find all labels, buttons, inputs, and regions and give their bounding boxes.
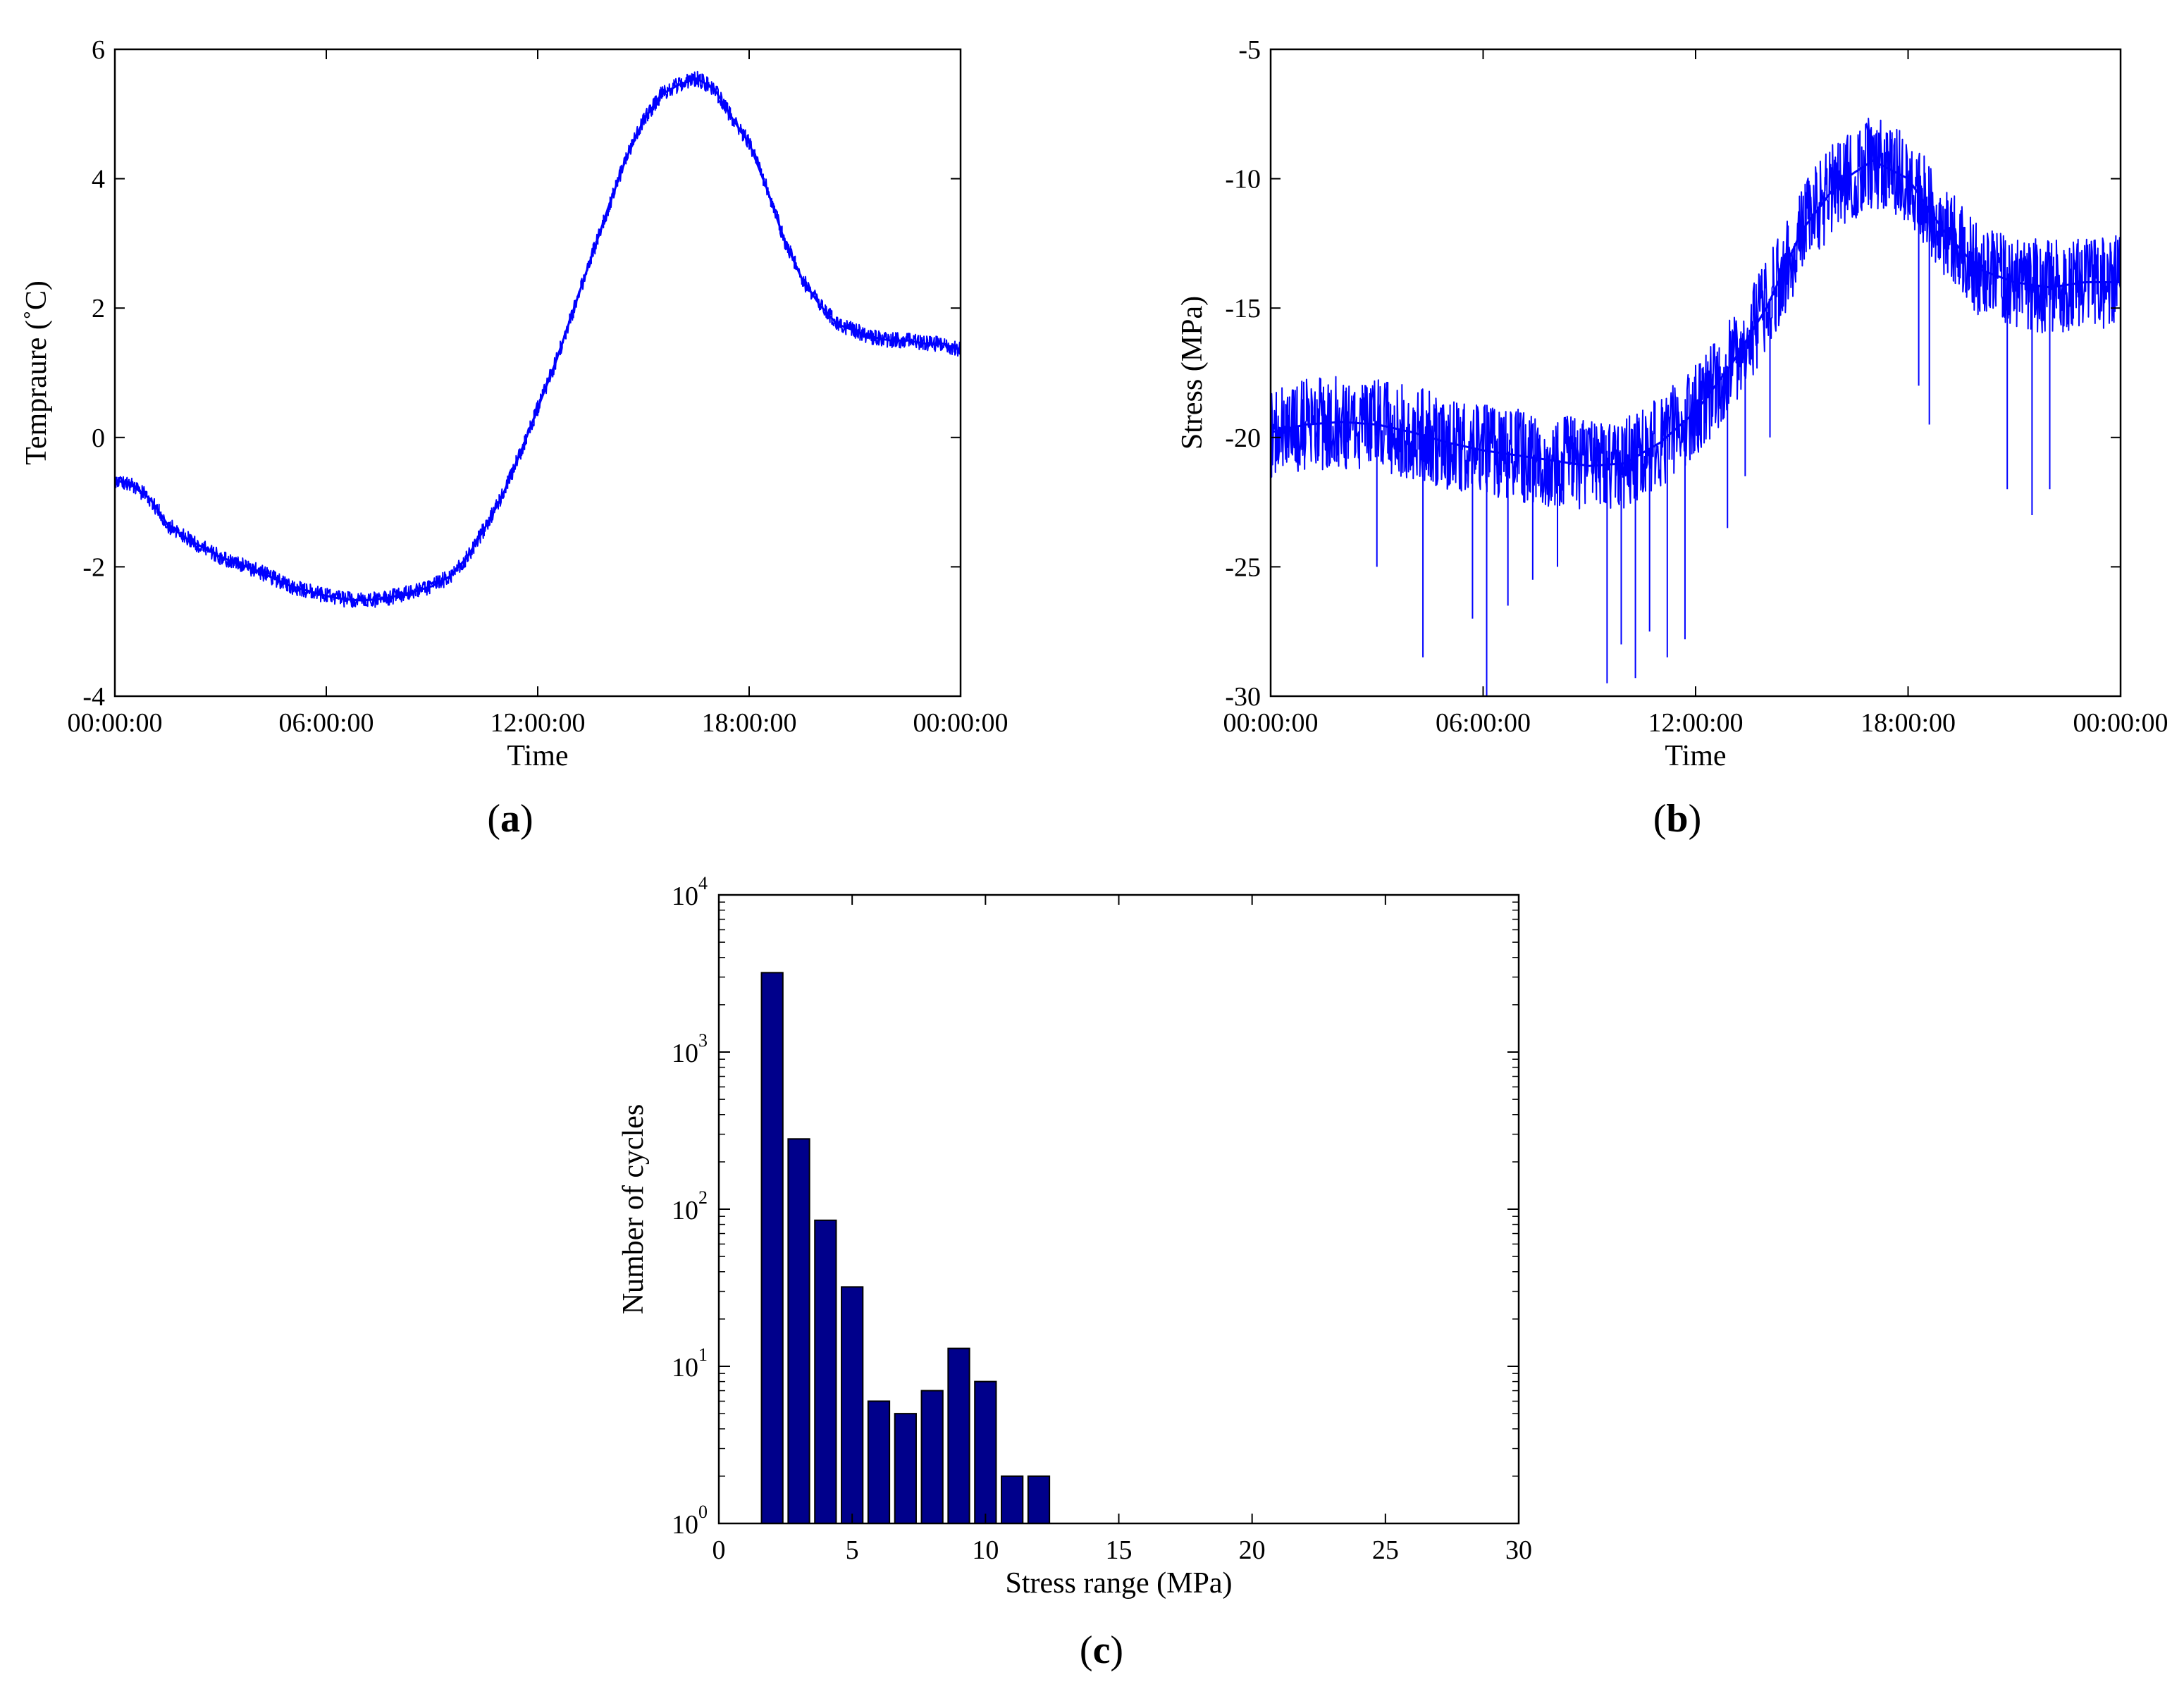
- y-tick-label: -5: [1238, 35, 1261, 65]
- panel-caption-b: (b): [1653, 797, 1701, 841]
- x-tick-label: 15: [1106, 1535, 1133, 1565]
- y-tick-label: -4: [82, 682, 105, 712]
- y-axis-label: Stress (MPa): [1176, 296, 1209, 450]
- bar-5: [841, 1286, 864, 1524]
- panel-letter: c: [1093, 1628, 1111, 1672]
- y-tick-label: 101: [672, 1344, 708, 1383]
- bar-11: [1001, 1475, 1024, 1525]
- panel-letter: a: [500, 797, 520, 841]
- bar-8: [920, 1390, 944, 1524]
- trend-line-b: [1270, 159, 2121, 467]
- x-tick-label: 0: [712, 1535, 726, 1565]
- x-axis-label: Time: [507, 740, 568, 772]
- x-tick-label: 30: [1505, 1535, 1532, 1565]
- x-axis-label: Stress range (MPa): [1006, 1567, 1233, 1600]
- y-tick-base: 10: [672, 882, 698, 911]
- y-tick-label: -10: [1225, 165, 1261, 194]
- y-tick-label: -20: [1225, 423, 1261, 453]
- x-tick-label: 12:00:00: [1648, 708, 1743, 738]
- bar-10: [974, 1380, 997, 1525]
- data-series-a: [114, 70, 961, 608]
- y-tick-exponent: 4: [698, 873, 708, 893]
- bar-12: [1027, 1475, 1051, 1525]
- chart-b: 00:00:00 06:00:00 12:00:00 18:00:00 00:00:00…: [1176, 35, 2168, 841]
- bar-9: [947, 1347, 970, 1524]
- bar-2: [760, 972, 784, 1524]
- y-tick-base: 10: [672, 1039, 698, 1068]
- x-tick-label: 06:00:00: [278, 708, 374, 738]
- x-axis-label: Time: [1665, 740, 1726, 772]
- trend-line-a: [114, 77, 961, 602]
- x-tick-label: 06:00:00: [1436, 708, 1531, 738]
- y-tick-label: 0: [92, 423, 105, 453]
- y-tick-label: -2: [82, 552, 105, 582]
- x-tick-label: 00:00:00: [2073, 708, 2168, 738]
- panel-letter: b: [1666, 797, 1688, 841]
- y-tick-label: 100: [672, 1502, 708, 1540]
- y-tick-label: 104: [672, 873, 708, 911]
- bar-4: [814, 1219, 837, 1525]
- axes-box-c: [717, 893, 1520, 1525]
- y-tick-label: -25: [1225, 552, 1261, 582]
- x-tick-label: 18:00:00: [701, 708, 796, 738]
- y-tick-base: 10: [672, 1353, 698, 1383]
- y-tick-label: 4: [92, 165, 105, 194]
- x-tick-label: 00:00:00: [913, 708, 1008, 738]
- y-tick-label: 103: [672, 1030, 708, 1068]
- y-tick-label: -15: [1225, 294, 1261, 323]
- y-tick-base: 10: [672, 1196, 698, 1225]
- data-series-b: [1270, 118, 2121, 509]
- panel-caption-a: (a): [487, 797, 533, 841]
- y-tick-base: 10: [672, 1510, 698, 1540]
- axes-box-a: [113, 48, 962, 698]
- y-tick-label: 102: [672, 1187, 708, 1225]
- x-tick-label: 25: [1372, 1535, 1399, 1565]
- x-tick-label: 18:00:00: [1861, 708, 1956, 738]
- x-tick-label: 5: [846, 1535, 859, 1565]
- panel-caption-c: (c): [1080, 1628, 1123, 1672]
- y-tick-label: 2: [92, 294, 105, 323]
- x-tick-label: 10: [972, 1535, 999, 1565]
- x-tick-label: 00:00:00: [1223, 708, 1318, 738]
- x-tick-label: 20: [1239, 1535, 1266, 1565]
- x-tick-label: 12:00:00: [490, 708, 585, 738]
- bar-6: [867, 1400, 891, 1525]
- y-tick-label: -30: [1225, 682, 1261, 712]
- y-axis-label: Tempraure (˚C): [20, 280, 53, 465]
- y-axis-label: Number of cycles: [617, 1104, 650, 1315]
- y-tick-label: 6: [92, 35, 105, 65]
- chart-a: 00:00:00 06:00:00 12:00:00 18:00:00 00:00:00…: [20, 35, 1008, 841]
- y-tick-exponent: 1: [698, 1344, 708, 1365]
- bar-7: [894, 1413, 917, 1524]
- x-tick-label: 00:00:00: [67, 708, 162, 738]
- y-tick-exponent: 0: [698, 1502, 708, 1522]
- bar-3: [787, 1138, 810, 1525]
- y-tick-exponent: 2: [698, 1187, 708, 1208]
- y-tick-exponent: 3: [698, 1030, 708, 1051]
